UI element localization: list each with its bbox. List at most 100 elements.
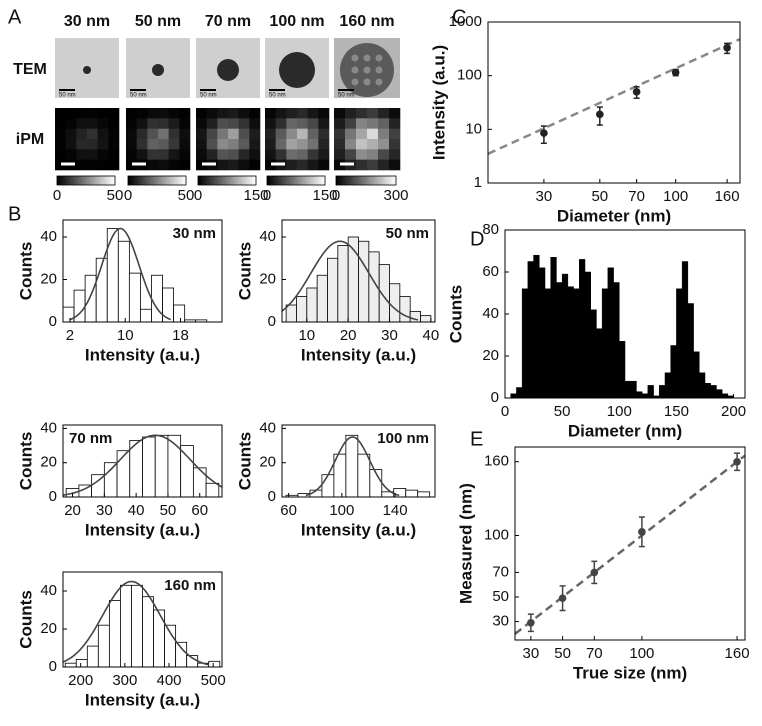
ipm-pixel [206,118,218,129]
fit-curve [63,580,210,666]
x-tick-label: 160 [715,188,740,205]
tem-texture [375,54,383,62]
ipm-pixel [158,159,169,171]
scale-bar-label: 50 nm [269,93,286,99]
size-header: 70 nm [205,13,251,30]
tem-texture [351,78,359,86]
ipm-pixel [356,128,368,140]
plot-area [63,580,221,667]
histogram-bar [120,584,132,667]
y-tick-label: 10 [465,120,482,137]
histogram-bar [647,385,654,398]
panel-letter: D [470,228,484,250]
axes-frame [487,21,741,184]
histogram-bar [345,434,359,497]
y-tick-label: 50 [492,588,509,605]
y-tick-label: 40 [40,419,57,436]
histogram-bar [140,308,152,322]
x-tick-label: 300 [112,672,137,689]
ipm-pixel [136,108,148,119]
ipm-pixel [179,159,191,171]
ipm-pixel [318,108,330,119]
x-axis-label: Intensity (a.u.) [85,345,200,364]
y-axis-label: Counts [235,242,254,301]
data-point [632,88,641,96]
ipm-pixel [217,149,229,160]
ipm-pixel [334,118,346,129]
x-tick-label: 2 [66,327,74,344]
ipm-pixel [367,128,379,140]
ipm-pixel [356,159,368,171]
ipm-pixel [217,159,229,171]
ipm-pixel [265,139,276,150]
ipm-pixel [238,149,250,160]
x-tick-label: 140 [383,502,408,519]
ipm-pixel [367,159,379,171]
tem-texture [351,66,359,74]
colorbar [56,175,116,186]
ipm-pixel [55,159,66,171]
ipm-pixel [147,149,159,160]
ipm-pixel [55,149,66,160]
colorbar-tick: 150 [312,187,337,204]
chart: 60 100 140 0 20 40 Intensity (a.u.) Counts 100 n… [235,419,436,539]
fit-curve [282,240,419,321]
ipm-pixel [356,118,368,129]
ipm-pixel [334,159,346,171]
histogram-bar [192,467,207,497]
y-tick-label: 0 [268,488,276,505]
ipm-pixel [238,159,250,171]
colorbar-tick: 50 [107,187,124,204]
ipm-pixel [76,139,88,150]
histogram-bar [636,391,643,398]
x-axis-label: Diameter (nm) [557,206,671,225]
ipm-pixel [307,118,319,129]
series-label: 30 nm [173,225,216,242]
ipm-pixel [286,159,298,171]
chart: 200 300 400 500 0 20 40 Intensity (a.u.) Counts 1… [16,571,226,709]
histogram-bar [108,600,121,667]
ipm-pixel [196,149,207,160]
y-tick-label: 100 [484,526,509,543]
y-tick-label: 40 [259,228,276,245]
ipm-pixel [275,149,287,160]
ipm-pixel [238,118,250,129]
axes-frame [62,219,223,323]
ipm-pixel [126,128,137,140]
histogram-bar [208,660,221,667]
histogram-bar [316,274,328,322]
histogram-bar [154,434,169,497]
x-tick-label: 18 [172,327,189,344]
histogram-bar [103,462,118,497]
ipm-pixel [108,159,120,171]
data-point [558,594,567,603]
y-tick-label: 20 [40,620,57,637]
y-tick-label: 30 [492,613,509,630]
ipm-pixel [286,108,298,119]
y-tick-label: 40 [259,419,276,436]
x-tick-label: 100 [629,645,654,662]
x-tick-label: 100 [663,188,688,205]
x-tick-label: 20 [340,327,357,344]
ipm-pixel [297,149,308,160]
ipm-pixel [136,128,148,140]
ipm-pixel [275,118,287,129]
histogram-bar [584,271,591,398]
tem-particle [83,66,91,74]
series-label: 50 nm [386,225,429,242]
ipm-pixel [196,139,207,150]
ipm-pixel [76,149,88,160]
plot-area [515,454,745,635]
ipm-pixel [238,128,250,140]
ipm-pixel [389,139,401,150]
plot-area [488,37,740,155]
ipm-pixel [97,108,109,119]
ipm-pixel [318,118,330,129]
histogram-bar [710,385,717,398]
ipm-pixel [265,128,276,140]
histogram-bar [619,341,626,398]
ipm-pixel [307,108,319,119]
x-axis-label: Intensity (a.u.) [85,520,200,539]
histogram-bar [306,287,318,322]
chart: 30 50 70 100 160 30 50 70 100 160 True size (nm) Me… [456,446,750,682]
